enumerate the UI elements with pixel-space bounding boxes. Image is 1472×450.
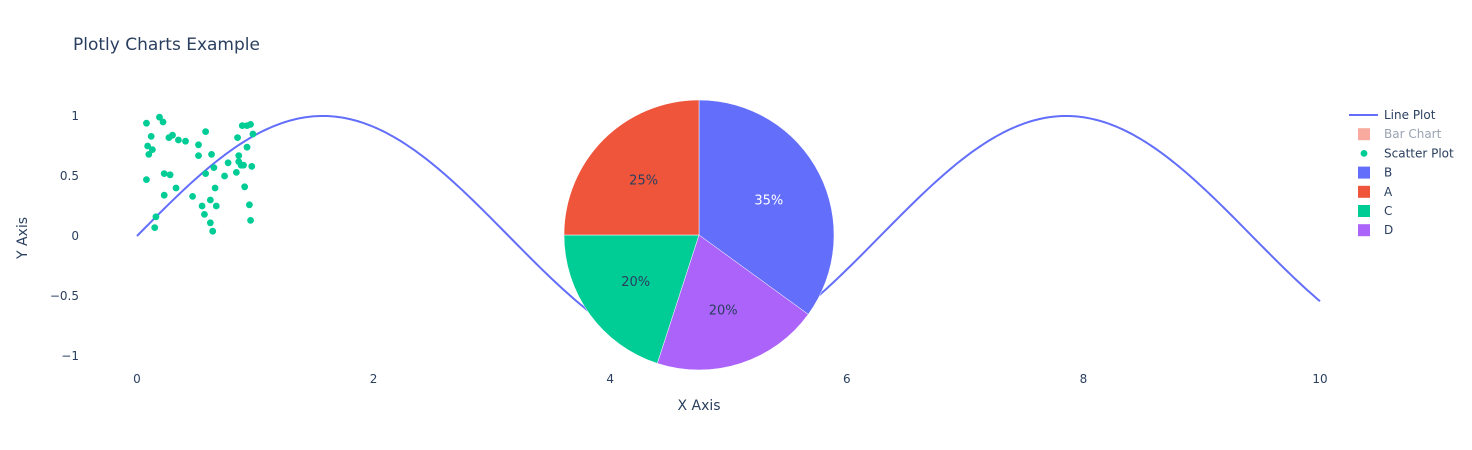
scatter-point (195, 152, 202, 160)
scatter-point (143, 119, 150, 127)
y-tick-label: 0.5 (60, 169, 79, 183)
scatter-point (211, 184, 219, 192)
x-axis-ticks: 0 2 4 6 8 10 (133, 372, 1327, 386)
scatter-point (195, 141, 202, 149)
scatter-point (235, 152, 243, 160)
pie-slice-c (563, 234, 700, 364)
x-tick-label: 4 (606, 372, 614, 386)
scatter-point (206, 219, 214, 227)
scatter-point (202, 170, 210, 178)
y-tick-label: −0.5 (50, 289, 79, 303)
scatter-point (152, 213, 160, 221)
scatter-point (208, 151, 215, 158)
scatter-point (182, 137, 189, 145)
scatter-point (243, 143, 251, 151)
legend-square-swatch (1358, 128, 1370, 141)
pie-slice-label: 25% (629, 174, 658, 189)
x-tick-label: 10 (1312, 372, 1327, 386)
scatter-point (159, 118, 167, 126)
legend-item-label: C (1384, 204, 1392, 218)
legend-item-label: A (1384, 185, 1393, 199)
scatter-point (201, 211, 208, 218)
chart-title: Plotly Charts Example (73, 35, 260, 55)
scatter-point (238, 122, 246, 129)
scatter-point (232, 169, 240, 176)
scatter-point (240, 161, 247, 169)
legend-item-label: Scatter Plot (1384, 146, 1454, 160)
x-axis-label: X Axis (677, 398, 720, 414)
legend-item-label: B (1384, 166, 1392, 180)
pie-slice-label: 20% (621, 275, 650, 290)
scatter-point (175, 136, 182, 144)
scatter-point (198, 202, 206, 210)
scatter-point (160, 170, 168, 178)
scatter-point (143, 176, 150, 184)
legend-square-swatch (1358, 205, 1370, 217)
scatter-point (144, 142, 152, 150)
legend-square-swatch (1358, 224, 1370, 237)
scatter-point (166, 171, 174, 179)
y-axis-label: Y Axis (15, 217, 31, 260)
x-tick-label: 2 (370, 372, 378, 386)
scatter-point (241, 183, 249, 191)
x-tick-label: 0 (133, 372, 141, 386)
scatter-point (145, 151, 153, 158)
pie-slice-label: 35% (754, 193, 783, 208)
scatter-point (221, 172, 228, 180)
pie-slice-d (656, 234, 809, 371)
scatter-point (210, 164, 218, 172)
scatter-point (172, 184, 180, 192)
scatter-point (148, 146, 156, 154)
scatter-point (247, 217, 254, 224)
y-axis-ticks: −1 −0.5 0 0.5 1 (50, 109, 79, 363)
scatter-point (147, 133, 155, 140)
y-tick-label: 1 (71, 109, 79, 123)
legend-dot-swatch (1360, 150, 1368, 157)
pie-slice-b (698, 99, 835, 315)
scatter-point (224, 159, 232, 167)
scatter-point (249, 130, 257, 138)
scatter-point (160, 191, 168, 199)
scatter-point (247, 121, 254, 128)
x-tick-label: 6 (843, 372, 851, 386)
scatter-point (206, 196, 214, 204)
legend-square-swatch (1358, 166, 1370, 179)
scatter-point (151, 224, 159, 232)
scatter-plot-layer (143, 113, 257, 235)
y-tick-label: −1 (61, 349, 79, 363)
pie-slice-a (563, 99, 700, 236)
scatter-point (234, 134, 241, 142)
scatter-point (209, 227, 217, 235)
scatter-point (202, 128, 210, 136)
y-tick-label: 0 (71, 229, 79, 243)
legend-item-label: Bar Chart (1384, 127, 1442, 141)
scatter-point (245, 201, 253, 209)
scatter-point (189, 193, 197, 200)
legend-square-swatch (1358, 185, 1370, 198)
scatter-point (169, 131, 176, 139)
pie-slice-label: 20% (709, 303, 738, 318)
legend-item-label: D (1384, 223, 1393, 237)
pie-chart: 35% 20% 20% 25% (563, 99, 835, 371)
scatter-point (248, 163, 256, 170)
scatter-point (156, 113, 163, 121)
scatter-point (212, 202, 220, 210)
x-tick-label: 8 (1080, 372, 1088, 386)
legend-item-label: Line Plot (1384, 108, 1436, 122)
